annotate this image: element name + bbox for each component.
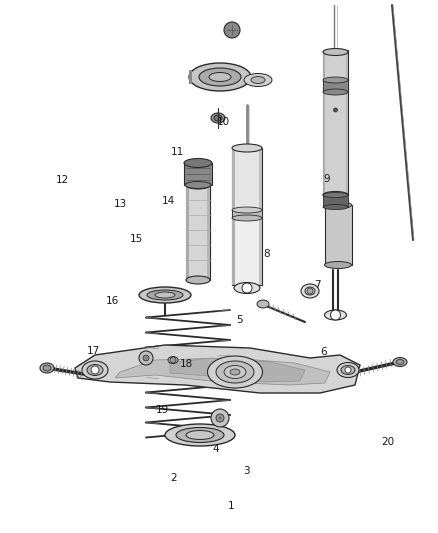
Ellipse shape [323, 49, 348, 55]
Polygon shape [186, 185, 210, 280]
Ellipse shape [230, 369, 240, 375]
Circle shape [242, 283, 252, 293]
Ellipse shape [325, 262, 352, 269]
Polygon shape [323, 50, 325, 195]
Circle shape [307, 288, 313, 294]
Polygon shape [259, 148, 262, 285]
Ellipse shape [189, 63, 251, 91]
Ellipse shape [232, 215, 262, 221]
Circle shape [143, 355, 149, 361]
Ellipse shape [165, 424, 235, 446]
Ellipse shape [232, 207, 262, 213]
Ellipse shape [325, 201, 352, 208]
Ellipse shape [176, 427, 224, 442]
Polygon shape [189, 70, 192, 84]
Ellipse shape [147, 290, 183, 300]
Ellipse shape [234, 282, 260, 294]
Ellipse shape [301, 284, 319, 298]
Text: 9: 9 [323, 174, 330, 183]
Text: 5: 5 [237, 315, 243, 325]
Ellipse shape [139, 287, 191, 303]
Text: 13: 13 [114, 199, 127, 208]
Text: 4: 4 [212, 445, 219, 454]
Ellipse shape [186, 181, 210, 189]
Ellipse shape [323, 191, 348, 198]
Ellipse shape [337, 362, 359, 377]
Ellipse shape [305, 287, 315, 295]
Text: 1: 1 [228, 502, 234, 511]
Ellipse shape [82, 361, 108, 379]
Ellipse shape [232, 144, 262, 152]
Polygon shape [325, 205, 352, 265]
Text: 12: 12 [56, 175, 69, 184]
Ellipse shape [325, 310, 346, 320]
Ellipse shape [184, 158, 212, 167]
Polygon shape [232, 148, 235, 285]
Ellipse shape [323, 89, 348, 95]
Ellipse shape [323, 205, 348, 209]
Circle shape [170, 357, 176, 363]
Text: 7: 7 [314, 280, 321, 290]
Ellipse shape [257, 300, 269, 308]
Circle shape [219, 416, 222, 419]
Circle shape [91, 366, 99, 374]
Ellipse shape [186, 276, 210, 284]
Ellipse shape [393, 358, 407, 367]
Ellipse shape [87, 365, 103, 376]
Ellipse shape [208, 356, 262, 388]
Text: 8: 8 [263, 249, 269, 259]
Polygon shape [115, 358, 330, 385]
Text: 6: 6 [321, 347, 327, 357]
Ellipse shape [216, 361, 254, 383]
Text: 18: 18 [180, 359, 193, 368]
Polygon shape [75, 345, 360, 393]
Text: 10: 10 [217, 117, 230, 126]
Circle shape [345, 367, 351, 373]
Text: 3: 3 [243, 466, 250, 476]
Text: 15: 15 [130, 234, 143, 244]
Polygon shape [232, 148, 262, 285]
Bar [232, 210, 262, 218]
Circle shape [331, 310, 340, 320]
Text: 19: 19 [156, 406, 169, 415]
Ellipse shape [226, 26, 238, 34]
Text: 17: 17 [87, 346, 100, 356]
Ellipse shape [251, 77, 265, 84]
Bar [323, 80, 348, 92]
Ellipse shape [40, 363, 54, 373]
Text: 14: 14 [162, 197, 175, 206]
Ellipse shape [323, 192, 348, 198]
Ellipse shape [244, 74, 272, 86]
Text: 2: 2 [170, 473, 177, 483]
Polygon shape [170, 358, 305, 382]
Ellipse shape [211, 113, 225, 123]
Text: 16: 16 [106, 296, 119, 306]
Bar [323, 195, 348, 207]
Polygon shape [186, 185, 189, 280]
Circle shape [139, 351, 153, 365]
Circle shape [216, 414, 224, 422]
Circle shape [224, 22, 240, 38]
Circle shape [333, 108, 338, 112]
Ellipse shape [323, 77, 348, 83]
Ellipse shape [209, 72, 231, 82]
Text: 20: 20 [381, 438, 394, 447]
Polygon shape [346, 50, 348, 195]
Circle shape [211, 409, 229, 427]
Ellipse shape [396, 359, 404, 365]
Ellipse shape [185, 182, 211, 189]
Ellipse shape [199, 68, 241, 86]
Polygon shape [184, 163, 212, 185]
Ellipse shape [43, 365, 51, 371]
Polygon shape [207, 185, 210, 280]
Ellipse shape [214, 115, 222, 121]
Ellipse shape [224, 366, 246, 378]
Polygon shape [234, 218, 260, 285]
Polygon shape [323, 50, 348, 195]
Ellipse shape [186, 431, 214, 440]
Ellipse shape [168, 357, 178, 364]
Ellipse shape [155, 292, 175, 298]
Ellipse shape [341, 366, 355, 375]
Text: 11: 11 [171, 148, 184, 157]
